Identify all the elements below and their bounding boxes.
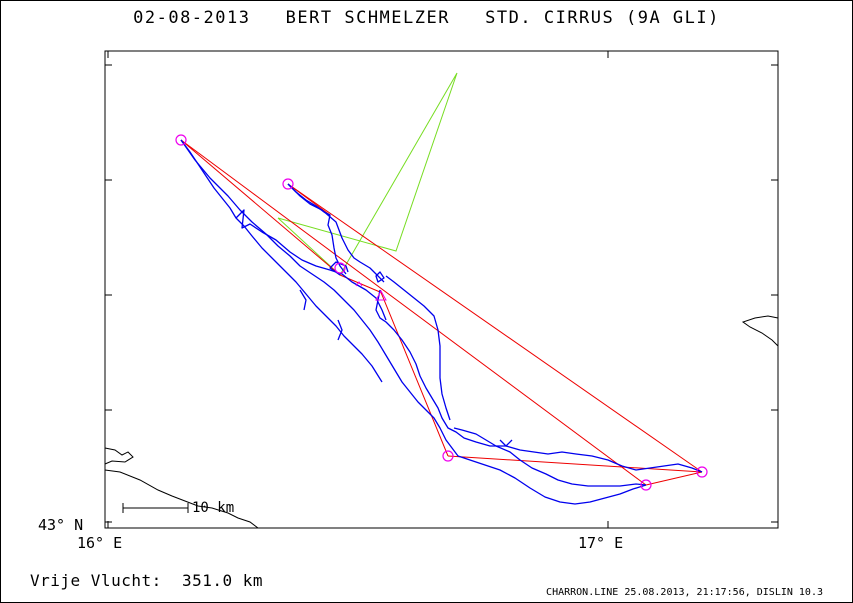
turnpoint-markers xyxy=(355,281,387,301)
declared-task-line xyxy=(277,72,458,276)
longitude-label-16: 16° E xyxy=(77,534,123,552)
task-legs xyxy=(180,139,703,486)
flight-distance: Vrije Vlucht: 351.0 km xyxy=(30,571,264,590)
page-title: 02-08-2013 BERT SCHMELZER STD. CIRRUS (9… xyxy=(133,8,720,28)
latitude-label: 43° N xyxy=(38,516,84,534)
coastline xyxy=(104,315,779,529)
axis-ticks xyxy=(105,51,778,528)
turnpoint-3 xyxy=(334,262,346,274)
turnpoint-5 xyxy=(640,479,652,491)
turnpoint-6 xyxy=(696,466,708,478)
scale-bar xyxy=(122,503,189,513)
credit-line: CHARRON.LINE 25.08.2013, 21:17:56, DISLI… xyxy=(546,587,823,598)
turnpoints xyxy=(175,134,708,491)
flight-track xyxy=(180,139,703,505)
turnpoint-2 xyxy=(282,178,294,190)
scale-bar-label: 10 km xyxy=(192,500,235,516)
map-border xyxy=(104,50,779,529)
longitude-label-17: 17° E xyxy=(578,534,624,552)
turnpoint-start xyxy=(175,134,187,146)
turnpoint-4 xyxy=(442,450,454,462)
